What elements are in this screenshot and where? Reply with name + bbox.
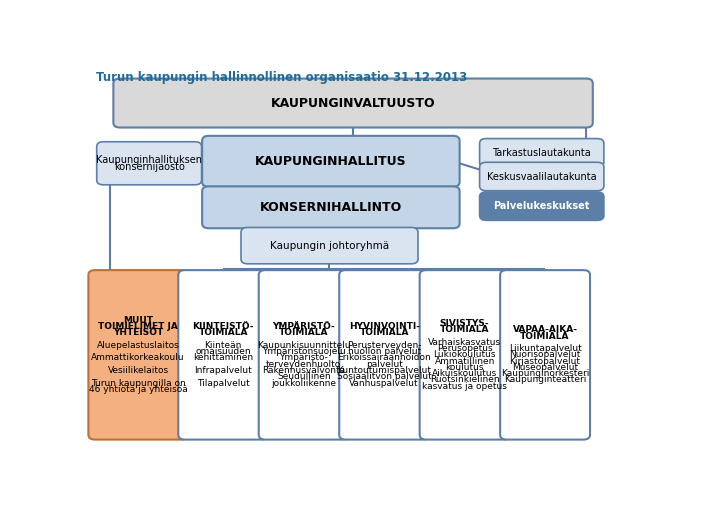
FancyBboxPatch shape [202,186,460,228]
Text: KAUPUNGINVALTUUSTO: KAUPUNGINVALTUUSTO [271,96,435,110]
Text: MUUT: MUUT [123,316,153,325]
Text: Lukiokoulutus: Lukiokoulutus [433,350,496,359]
Text: Museopalvelut: Museopalvelut [512,363,578,372]
FancyBboxPatch shape [97,142,202,185]
FancyBboxPatch shape [258,270,349,440]
FancyBboxPatch shape [480,139,604,167]
Text: SIVISTYS-: SIVISTYS- [440,319,490,328]
Text: Varhaiskasvatus: Varhaiskasvatus [428,338,501,347]
FancyBboxPatch shape [113,78,593,128]
Text: Kaupunginhallituksen: Kaupunginhallituksen [96,155,202,165]
Text: Kuntoutumispalvelut: Kuntoutumispalvelut [337,366,431,375]
Text: koulutus: koulutus [445,363,484,372]
FancyBboxPatch shape [500,270,590,440]
FancyBboxPatch shape [88,270,188,440]
Text: KIINTEISTÖ-: KIINTEISTÖ- [193,322,254,331]
Text: YMPÄRISTÖ-: YMPÄRISTÖ- [272,322,335,331]
Text: Turun kaupungilla on: Turun kaupungilla on [91,379,185,387]
Text: Rakennusvalvonta: Rakennusvalvonta [262,366,345,375]
Text: Tilapalvelut: Tilapalvelut [197,379,250,387]
Text: Kaupunkisuunnittelu: Kaupunkisuunnittelu [257,341,351,350]
Text: Palvelukeskukset: Palvelukeskukset [493,201,590,211]
Text: 46 yhtiötä ja yhteisöä: 46 yhtiötä ja yhteisöä [89,385,188,394]
Text: TOIMIALA: TOIMIALA [359,328,409,338]
Text: Kaupungin johtoryhmä: Kaupungin johtoryhmä [270,241,389,251]
Text: Kaupunginteatteri: Kaupunginteatteri [504,376,586,384]
Text: Ruotsinkielinen: Ruotsinkielinen [430,376,500,384]
FancyBboxPatch shape [420,270,510,440]
Text: TOIMIELIMET JA: TOIMIELIMET JA [98,322,178,331]
Text: TOIMIALA: TOIMIALA [279,328,329,338]
Text: Aluepelastuslaitos: Aluepelastuslaitos [97,341,180,350]
Text: TOIMIALA: TOIMIALA [521,331,570,341]
FancyBboxPatch shape [241,227,418,264]
Text: terveydenhuolto: terveydenhuolto [266,360,342,369]
Text: KAUPUNGINHALLITUS: KAUPUNGINHALLITUS [255,155,407,168]
Text: Vanhuspalvelut: Vanhuspalvelut [349,379,419,387]
FancyBboxPatch shape [339,270,429,440]
Text: Aikuiskoulutus: Aikuiskoulutus [432,369,497,378]
Text: Keskusvaalilautakunta: Keskusvaalilautakunta [487,171,596,182]
Text: TOIMIALA: TOIMIALA [440,325,489,334]
Text: Nuorisopalvelut: Nuorisopalvelut [509,350,581,359]
Text: Kiinteän: Kiinteän [205,341,242,350]
Text: VAPAA-AIKA-: VAPAA-AIKA- [513,325,578,334]
FancyBboxPatch shape [202,136,460,187]
Text: Kaupunginorkesteri: Kaupunginorkesteri [501,369,589,378]
Text: KONSERNIHALLINTO: KONSERNIHALLINTO [260,201,402,214]
Text: joukkoliikenne: joukkoliikenne [271,379,337,387]
Text: Perusopetus: Perusopetus [437,344,493,353]
Text: Turun kaupungin hallinnollinen organisaatio 31.12.2013: Turun kaupungin hallinnollinen organisaa… [96,71,468,85]
Text: TOIMIALA: TOIMIALA [198,328,248,338]
Text: konsernijaosto: konsernijaosto [114,162,185,172]
Text: Tarkastuslautakunta: Tarkastuslautakunta [493,148,591,158]
Text: Seudullinen: Seudullinen [277,372,331,381]
Text: Sosiaalitvön palvelut: Sosiaalitvön palvelut [337,372,432,381]
Text: Ammatillinen: Ammatillinen [435,357,495,366]
Text: Liikuntapalvelut: Liikuntapalvelut [508,344,581,353]
Text: Ympäristö-: Ympäristö- [279,353,328,363]
Text: kehittäminen: kehittäminen [193,353,253,363]
Text: kasvatus ja opetus: kasvatus ja opetus [422,382,507,390]
Text: YHTEISÖT: YHTEISÖT [113,328,163,338]
Text: Infrapalvelut: Infrapalvelut [194,366,252,375]
Text: omaisuuden: omaisuuden [195,347,251,356]
Text: HYVINVOINTI-: HYVINVOINTI- [349,322,420,331]
FancyBboxPatch shape [178,270,268,440]
Text: Erikoissairaanhoidon: Erikoissairaanhoidon [337,353,431,363]
Text: palvelut: palvelut [366,360,402,369]
FancyBboxPatch shape [480,192,604,221]
Text: Perusterveyden-: Perusterveyden- [347,341,422,350]
Text: Vesiilikelaitos: Vesiilikelaitos [107,366,168,375]
Text: Ympäristönsuojelu: Ympäristönsuojelu [262,347,346,356]
FancyBboxPatch shape [480,162,604,191]
Text: Kirjastopalvelut: Kirjastopalvelut [510,357,581,366]
Text: Ammattikorkeakoulu: Ammattikorkeakoulu [91,353,185,363]
Text: huollon palvelut: huollon palvelut [347,347,421,356]
